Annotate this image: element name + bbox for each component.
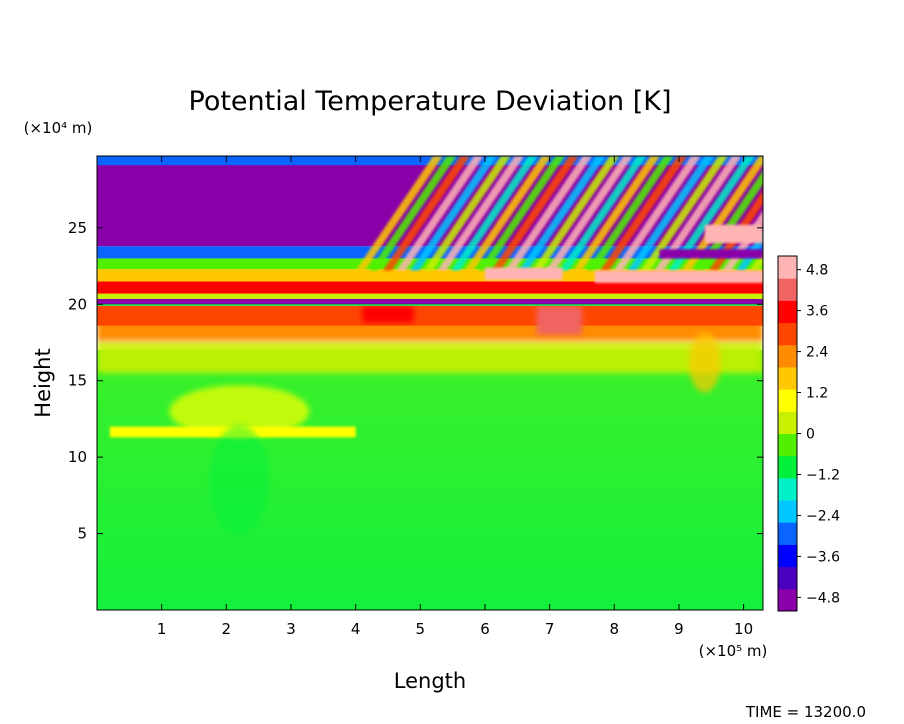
chart-title: Potential Temperature Deviation [K]	[189, 86, 672, 117]
x-tick-label: 7	[545, 620, 555, 638]
colorbar-swatch	[778, 566, 797, 590]
wave-stripe	[355, 156, 443, 271]
wave-stripe	[477, 156, 566, 271]
above-tropopause-green	[97, 292, 763, 299]
wave-stripe	[654, 156, 742, 271]
colorbar-swatch	[778, 344, 797, 368]
x-tick-label: 9	[674, 620, 684, 638]
colorbar-tick-label: 2.4	[806, 345, 828, 361]
colorbar-swatch	[778, 544, 797, 568]
wave-stripe	[491, 156, 579, 271]
wave-stripe	[613, 156, 701, 271]
warm-layer-above	[97, 281, 763, 294]
tropopause-cold-line	[97, 298, 763, 305]
y-tick-label: 15	[68, 372, 87, 390]
colorbar-swatch	[778, 278, 797, 301]
wave-stripe	[627, 156, 715, 271]
plot-frame	[96, 155, 764, 611]
wave-stripe	[600, 156, 688, 271]
wave-stripe	[518, 156, 606, 271]
pink-stripe-a	[484, 267, 563, 280]
wave-stripe	[464, 156, 552, 271]
colorbar-swatch	[778, 500, 797, 523]
y-axis-unit: (×10⁴ m)	[24, 119, 93, 137]
colorbar-swatch	[778, 522, 797, 545]
y-tick-label: 10	[68, 448, 87, 466]
x-tick-label: 2	[222, 620, 232, 638]
x-axis: 1 2 3 4 5 6 7 8 9 10	[157, 156, 753, 638]
colorbar-tick-label: 4.8	[806, 263, 828, 279]
warm-core-b	[362, 305, 414, 323]
heatmap-field	[97, 156, 763, 610]
wave-stripe	[559, 156, 647, 271]
purple-wedge	[659, 249, 763, 259]
y-tick-label: 20	[68, 295, 87, 313]
colorbar-swatch	[778, 477, 797, 501]
wave-stripe	[545, 156, 634, 271]
colorbar-swatch	[778, 588, 797, 612]
colorbar-ticks: 4.8 3.6 2.4 1.2 0 −1.2 −2.4 −3.6 −4.8	[797, 263, 840, 606]
transition-band	[97, 340, 763, 374]
warm-band-upper	[97, 305, 763, 326]
warm-plume	[688, 332, 721, 393]
wave-stripe	[396, 156, 484, 271]
lower-troposphere	[97, 350, 763, 610]
colorbar-swatch	[778, 389, 797, 412]
x-tick-label: 8	[610, 620, 620, 638]
colorbar-swatch	[778, 300, 797, 324]
x-tick-label: 3	[286, 620, 296, 638]
x-axis-label: Length	[394, 669, 466, 693]
warm-core-a	[536, 305, 582, 335]
time-annotation: TIME = 13200.0	[745, 703, 866, 721]
colorbar-swatch	[778, 433, 797, 457]
colorbar-swatch	[778, 411, 797, 434]
colorbar-tick-label: −2.4	[806, 508, 840, 524]
pink-stripe-b	[594, 270, 763, 283]
wave-stripe	[423, 156, 511, 271]
top-edge	[97, 156, 763, 166]
colorbar	[777, 255, 798, 612]
x-tick-label: 4	[351, 620, 361, 638]
x-tick-label: 5	[416, 620, 426, 638]
wave-stripe	[681, 156, 763, 271]
colorbar-swatch	[778, 322, 797, 346]
colorbar-swatch	[778, 256, 797, 279]
wave-stripe	[532, 156, 620, 271]
wave-stripe	[586, 156, 674, 271]
y-tick-label: 25	[68, 219, 87, 237]
colorbar-tick-label: 3.6	[806, 304, 828, 320]
weak-warm-blob	[169, 385, 310, 438]
colorbar-swatch	[778, 455, 797, 479]
x-tick-label: 10	[734, 620, 753, 638]
colorbar-tick-label: 0	[806, 427, 815, 443]
y-tick-label: 5	[77, 525, 87, 543]
wave-stripe	[640, 156, 729, 271]
y-axis-label: Height	[31, 348, 55, 417]
wave-stripe	[382, 156, 471, 271]
pink-blob-c	[704, 224, 763, 244]
wave-stripe	[667, 156, 756, 271]
y-axis: 5 10 15 20 25	[68, 219, 763, 543]
wave-stripe	[450, 156, 538, 271]
wave-stripe	[409, 156, 498, 271]
colorbar-swatch	[778, 366, 797, 390]
wave-stripe	[572, 156, 661, 271]
wave-stripe	[437, 156, 525, 271]
colorbar-tick-label: −3.6	[806, 549, 840, 565]
wave-stripe	[505, 156, 593, 271]
colorbar-tick-label: −4.8	[806, 590, 840, 606]
colorbar-tick-label: −1.2	[806, 467, 840, 483]
wave-stripe	[369, 156, 457, 271]
colorbar-tick-label: 1.2	[806, 386, 828, 402]
wave-stripe	[749, 250, 763, 271]
x-tick-label: 6	[480, 620, 490, 638]
x-tick-label: 1	[157, 620, 167, 638]
weak-cold-blob	[209, 425, 270, 536]
x-axis-unit: (×10⁵ m)	[699, 642, 768, 660]
